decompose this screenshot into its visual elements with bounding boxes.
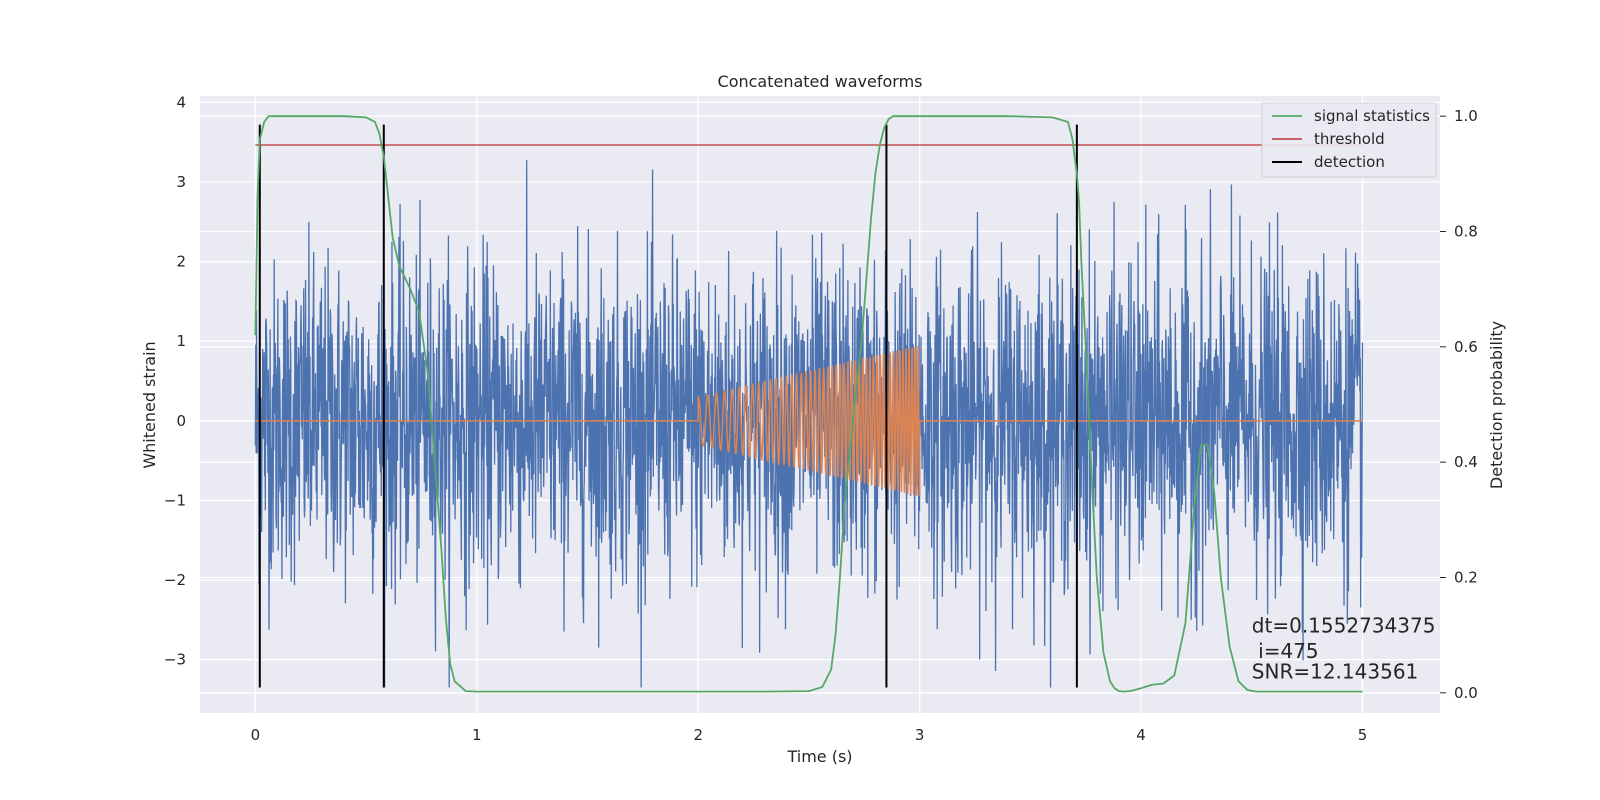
chirp-line [255, 345, 1363, 497]
chirp-series [255, 345, 1363, 497]
y-tick-label: 0 [176, 412, 186, 430]
annotation-index: i=475 [1252, 639, 1319, 663]
axis-ticks: 0 1 2 3 4 5 −3 −2 −1 0 1 2 3 4 0.0 0.2 0.4 0.6 0.8 1.0 [164, 93, 1478, 744]
y-tick-label: −3 [164, 651, 186, 669]
x-tick-label: 3 [915, 726, 925, 744]
x-tick-label: 1 [472, 726, 482, 744]
y2-tick-label: 0.0 [1454, 684, 1478, 702]
legend-box [1261, 102, 1437, 178]
annotation-snr: SNR=12.143561 [1252, 659, 1418, 683]
y-tick-label: −2 [164, 571, 186, 589]
line-series [254, 115, 1363, 693]
x-tick-label: 2 [693, 726, 703, 744]
y-tick-label: 1 [176, 332, 186, 350]
x-tick-label: 4 [1136, 726, 1146, 744]
x-tick-label: 0 [251, 726, 261, 744]
x-axis-label: Time (s) [786, 747, 852, 766]
y2-tick-label: 0.4 [1454, 453, 1478, 471]
noise-series [254, 160, 1364, 688]
y2-tick-label: 0.2 [1454, 568, 1478, 586]
y2-axis-label: Detection probability [1487, 321, 1506, 489]
signal-statistics-line [254, 115, 1363, 693]
y-tick-label: 2 [176, 253, 186, 271]
legend: signal statistics threshold detection [1261, 102, 1437, 178]
x-tick-label: 5 [1358, 726, 1368, 744]
annotation-dt: dt=0.1552734375 [1252, 613, 1436, 637]
y2-tick-label: 0.6 [1454, 338, 1478, 356]
y2-tick-label: 1.0 [1454, 107, 1478, 125]
legend-label-threshold: threshold [1314, 130, 1385, 148]
y2-tick-label: 0.8 [1454, 223, 1478, 241]
y-tick-label: −1 [164, 491, 186, 509]
y-tick-label: 3 [176, 173, 186, 191]
chart-title: Concatenated waveforms [718, 72, 923, 91]
legend-label-detection: detection [1314, 153, 1385, 171]
legend-label-signal-statistics: signal statistics [1314, 107, 1430, 125]
y-axis-label: Whitened strain [140, 341, 159, 468]
y-tick-label: 4 [176, 93, 186, 111]
noise-line [254, 160, 1364, 688]
